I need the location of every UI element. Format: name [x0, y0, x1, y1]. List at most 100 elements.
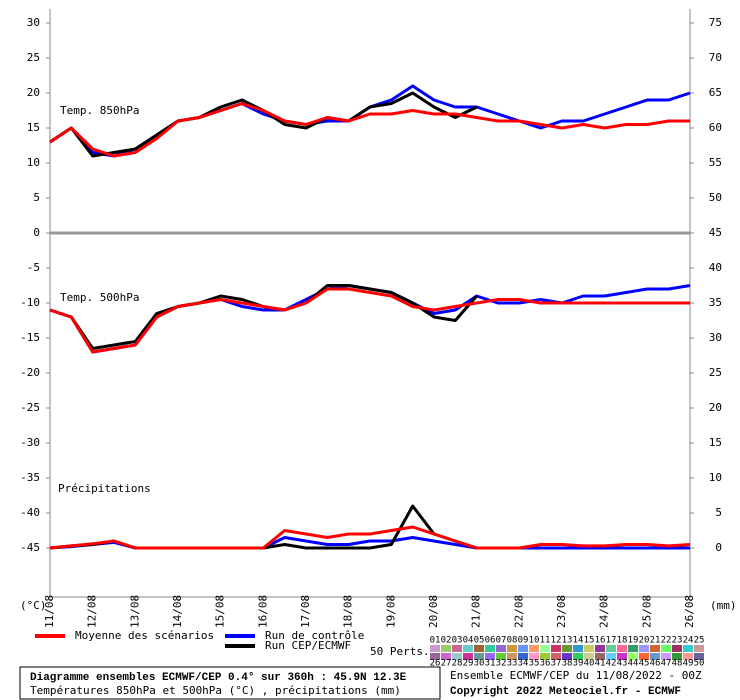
y2-tick-label: 50 [709, 191, 722, 204]
y-tick-label: -10 [20, 296, 40, 309]
legend-swatch [683, 653, 693, 660]
legend-swatch [584, 653, 594, 660]
legend-swatch [617, 645, 627, 652]
x-tick-label: 21/08 [470, 595, 483, 628]
legend-label: 42 [606, 659, 617, 669]
legend-label: 12 [551, 636, 562, 646]
legend-swatch [595, 653, 605, 660]
legend-label: 35 [529, 659, 540, 669]
perturbations-label: 50 Perts. [370, 645, 430, 658]
legend-swatch [672, 645, 682, 652]
y2-tick-label: 0 [715, 541, 722, 554]
legend-label: 15 [584, 636, 595, 646]
legend-label: 04 [463, 636, 474, 646]
legend-swatch [694, 653, 704, 660]
legend-swatch [683, 645, 693, 652]
run-info: Ensemble ECMWF/CEP du 11/08/2022 - 00Z [450, 669, 702, 682]
legend-label: 05 [474, 636, 485, 646]
caption-subtitle: Températures 850hPa et 500hPa (°C) , pré… [30, 684, 401, 697]
y-tick-label: 5 [33, 191, 40, 204]
legend-swatch [639, 645, 649, 652]
y-tick-label: 10 [27, 156, 40, 169]
legend-label: 01 [430, 636, 441, 646]
legend-swatch [661, 645, 671, 652]
legend-label: 34 [518, 659, 529, 669]
legend-label: 39 [573, 659, 584, 669]
x-tick-label: 12/08 [86, 595, 99, 628]
y2-tick-label: 5 [715, 506, 722, 519]
legend-label: 09 [518, 636, 529, 646]
legend-label: 18 [617, 636, 628, 646]
legend-label: Run CEP/ECMWF [265, 639, 351, 652]
legend-swatch [540, 653, 550, 660]
caption-box [19, 666, 441, 700]
legend-swatch [628, 653, 638, 660]
y2-tick-label: 10 [709, 471, 722, 484]
legend-swatch [496, 653, 506, 660]
y-tick-label: -45 [20, 541, 40, 554]
legend-label: 25 [694, 636, 705, 646]
legend-label: 17 [606, 636, 617, 646]
legend-swatch [694, 645, 704, 652]
copyright: Copyright 2022 Meteociel.fr - ECMWF [450, 686, 681, 698]
legend-swatch [661, 653, 671, 660]
x-tick-label: 23/08 [555, 595, 568, 628]
legend-label: 10 [529, 636, 540, 646]
y2-tick-label: 30 [709, 331, 722, 344]
panel-label: Précipitations [58, 482, 151, 495]
legend-swatch [595, 645, 605, 652]
x-tick-label: 22/08 [512, 595, 525, 628]
legend-swatch [430, 645, 440, 652]
y2-tick-label: 40 [709, 261, 722, 274]
legend-swatch [507, 645, 517, 652]
legend-label: 11 [540, 636, 551, 646]
legend-swatch [529, 653, 539, 660]
legend-swatch [584, 645, 594, 652]
series-line [49, 525, 691, 550]
legend-swatch [573, 645, 583, 652]
legend-swatch [672, 653, 682, 660]
legend-label: 06 [485, 636, 496, 646]
legend-label: 26 [430, 659, 441, 669]
y2-tick-label: 25 [709, 366, 722, 379]
legend-label: Moyenne des scénarios [75, 629, 214, 642]
legend-swatch [650, 653, 660, 660]
legend-label: 22 [661, 636, 672, 646]
x-tick-label: 15/08 [214, 595, 227, 628]
caption-title: Diagramme ensembles ECMWF/CEP 0.4° sur 3… [30, 672, 407, 684]
plot: 302520151050-5-10-15-20-25-30-35-40-4575… [20, 16, 722, 628]
legend-label: 50 [694, 659, 705, 669]
y-tick-label: 0 [33, 226, 40, 239]
y-tick-label: -30 [20, 436, 40, 449]
legend-label: 14 [573, 636, 584, 646]
legend-swatch [430, 653, 440, 660]
legend-label: 02 [441, 636, 452, 646]
panel-label: Temp. 850hPa [60, 104, 139, 117]
x-tick-label: 17/08 [299, 595, 312, 628]
legend-label: 38 [562, 659, 573, 669]
legend-label: 41 [595, 659, 606, 669]
legend-label: 21 [650, 636, 661, 646]
legend-swatch [507, 653, 517, 660]
x-tick-label: 20/08 [427, 595, 440, 628]
legend-swatch [639, 653, 649, 660]
y-tick-label: 25 [27, 51, 40, 64]
legend-label: 08 [507, 636, 518, 646]
legend-label: 37 [551, 659, 562, 669]
legend-label: 19 [628, 636, 639, 646]
y-axis-label: (°C) [20, 599, 47, 612]
y-tick-label: 30 [27, 16, 40, 29]
legend-swatch [650, 645, 660, 652]
y2-tick-label: 60 [709, 121, 722, 134]
legend-label: 45 [639, 659, 650, 669]
legend-swatch [474, 653, 484, 660]
legend-swatch [628, 645, 638, 652]
legend-label: 32 [496, 659, 507, 669]
legend-label: 44 [628, 659, 639, 669]
y2-axis-label: (mm) [710, 599, 737, 612]
legend-label: 31 [485, 659, 496, 669]
legend-swatch [551, 653, 561, 660]
legend-label: 29 [463, 659, 474, 669]
series-line [49, 287, 690, 354]
